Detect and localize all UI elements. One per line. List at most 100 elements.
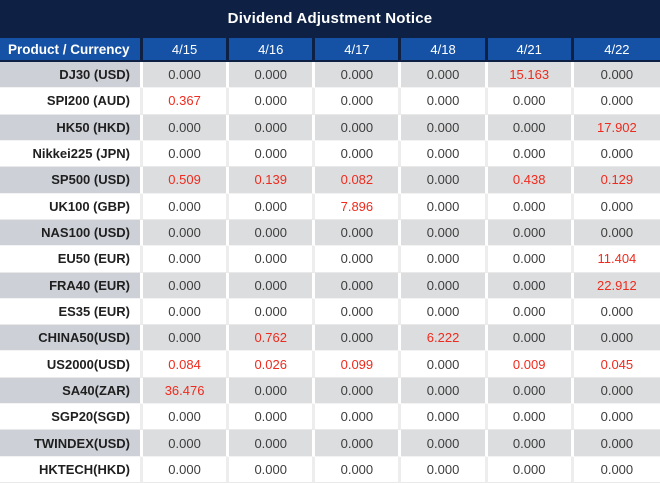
dividend-table: Product / Currency 4/15 4/16 4/17 4/18 4… xyxy=(0,38,660,483)
value-cell: 0.000 xyxy=(229,272,316,299)
value-cell: 0.000 xyxy=(401,430,488,457)
value-cell: 0.000 xyxy=(143,193,230,220)
product-cell: FRA40 (EUR) xyxy=(0,272,143,299)
value-cell: 0.000 xyxy=(487,140,574,168)
value-cell: 0.000 xyxy=(487,272,574,299)
value-cell: 0.000 xyxy=(143,246,230,273)
table-row: HKTECH(HKD) 0.000 0.000 0.000 0.000 0.000 0.00… xyxy=(0,456,660,483)
date-column-header: 4/17 xyxy=(315,38,402,62)
value-cell: 0.000 xyxy=(315,325,402,352)
value-cell: 0.139 xyxy=(229,167,316,194)
value-cell: 0.045 xyxy=(573,351,660,378)
value-cell: 0.000 xyxy=(573,62,660,89)
value-cell: 0.000 xyxy=(487,430,574,457)
product-cell: SP500 (USD) xyxy=(0,167,143,194)
value-cell: 0.000 xyxy=(229,114,316,141)
product-cell: UK100 (GBP) xyxy=(0,193,143,220)
value-cell: 0.129 xyxy=(573,167,660,194)
value-cell: 0.000 xyxy=(401,351,488,378)
value-cell: 0.000 xyxy=(401,62,488,89)
date-column-header: 4/22 xyxy=(573,38,660,62)
table-row: FRA40 (EUR) 0.000 0.000 0.000 0.000 0.000 22.9… xyxy=(0,272,660,299)
product-cell: Nikkei225 (JPN) xyxy=(0,140,143,168)
value-cell: 0.000 xyxy=(487,456,574,483)
table-row: HK50 (HKD) 0.000 0.000 0.000 0.000 0.000 17.90… xyxy=(0,114,660,141)
value-cell: 0.762 xyxy=(229,325,316,352)
table-row: SP500 (USD) 0.509 0.139 0.082 0.000 0.438 0.12… xyxy=(0,167,660,194)
value-cell: 0.000 xyxy=(143,219,230,247)
value-cell: 0.000 xyxy=(315,219,402,247)
value-cell: 0.000 xyxy=(229,193,316,220)
value-cell: 7.896 xyxy=(315,193,402,220)
panel-title: Dividend Adjustment Notice xyxy=(0,0,660,38)
value-cell: 0.000 xyxy=(401,377,488,405)
value-cell: 0.000 xyxy=(401,114,488,141)
value-cell: 0.000 xyxy=(143,298,230,326)
value-cell: 0.000 xyxy=(573,298,660,326)
value-cell: 0.438 xyxy=(487,167,574,194)
value-cell: 0.000 xyxy=(315,272,402,299)
value-cell: 0.000 xyxy=(315,377,402,405)
value-cell: 0.000 xyxy=(229,219,316,247)
value-cell: 0.000 xyxy=(573,88,660,115)
value-cell: 0.000 xyxy=(229,430,316,457)
value-cell: 0.000 xyxy=(573,325,660,352)
value-cell: 0.000 xyxy=(229,404,316,431)
table-row: US2000(USD) 0.084 0.026 0.099 0.000 0.009 0.04… xyxy=(0,351,660,378)
value-cell: 0.000 xyxy=(143,325,230,352)
value-cell: 0.000 xyxy=(143,272,230,299)
value-cell: 0.000 xyxy=(573,430,660,457)
product-cell: EU50 (EUR) xyxy=(0,246,143,273)
value-cell: 11.404 xyxy=(573,246,660,273)
value-cell: 0.000 xyxy=(401,298,488,326)
value-cell: 0.000 xyxy=(229,62,316,89)
value-cell: 0.000 xyxy=(573,404,660,431)
value-cell: 0.000 xyxy=(401,167,488,194)
value-cell: 6.222 xyxy=(401,325,488,352)
value-cell: 0.000 xyxy=(143,140,230,168)
product-cell: HK50 (HKD) xyxy=(0,114,143,141)
product-cell: SPI200 (AUD) xyxy=(0,88,143,115)
table-row: TWINDEX(USD) 0.000 0.000 0.000 0.000 0.000 0.0… xyxy=(0,430,660,457)
table-row: SGP20(SGD) 0.000 0.000 0.000 0.000 0.000 0.000 xyxy=(0,404,660,431)
value-cell: 0.000 xyxy=(573,219,660,247)
value-cell: 0.000 xyxy=(315,114,402,141)
value-cell: 0.000 xyxy=(487,193,574,220)
product-cell: CHINA50(USD) xyxy=(0,325,143,352)
value-cell: 0.000 xyxy=(315,430,402,457)
value-cell: 0.000 xyxy=(573,377,660,405)
value-cell: 0.000 xyxy=(487,298,574,326)
product-cell: SGP20(SGD) xyxy=(0,404,143,431)
product-cell: HKTECH(HKD) xyxy=(0,456,143,483)
value-cell: 0.000 xyxy=(315,456,402,483)
value-cell: 0.000 xyxy=(315,62,402,89)
value-cell: 0.000 xyxy=(401,246,488,273)
value-cell: 0.000 xyxy=(143,62,230,89)
value-cell: 0.000 xyxy=(573,193,660,220)
value-cell: 0.000 xyxy=(229,298,316,326)
value-cell: 0.000 xyxy=(229,456,316,483)
value-cell: 0.509 xyxy=(143,167,230,194)
value-cell: 36.476 xyxy=(143,377,230,405)
value-cell: 0.000 xyxy=(487,114,574,141)
value-cell: 0.000 xyxy=(143,404,230,431)
value-cell: 0.000 xyxy=(487,377,574,405)
value-cell: 15.163 xyxy=(487,62,574,89)
value-cell: 0.000 xyxy=(229,377,316,405)
value-cell: 0.099 xyxy=(315,351,402,378)
value-cell: 0.084 xyxy=(143,351,230,378)
table-row: Nikkei225 (JPN) 0.000 0.000 0.000 0.000 0.000… xyxy=(0,140,660,168)
value-cell: 0.000 xyxy=(229,246,316,273)
date-column-header: 4/21 xyxy=(487,38,574,62)
value-cell: 0.000 xyxy=(143,456,230,483)
date-column-header: 4/18 xyxy=(401,38,488,62)
value-cell: 0.000 xyxy=(573,140,660,168)
table-row: EU50 (EUR) 0.000 0.000 0.000 0.000 0.000 11.40… xyxy=(0,246,660,273)
value-cell: 0.000 xyxy=(401,272,488,299)
value-cell: 0.000 xyxy=(315,298,402,326)
value-cell: 0.000 xyxy=(229,140,316,168)
value-cell: 0.367 xyxy=(143,88,230,115)
value-cell: 0.009 xyxy=(487,351,574,378)
table-header-row: Product / Currency 4/15 4/16 4/17 4/18 4… xyxy=(0,38,660,62)
value-cell: 0.000 xyxy=(487,219,574,247)
